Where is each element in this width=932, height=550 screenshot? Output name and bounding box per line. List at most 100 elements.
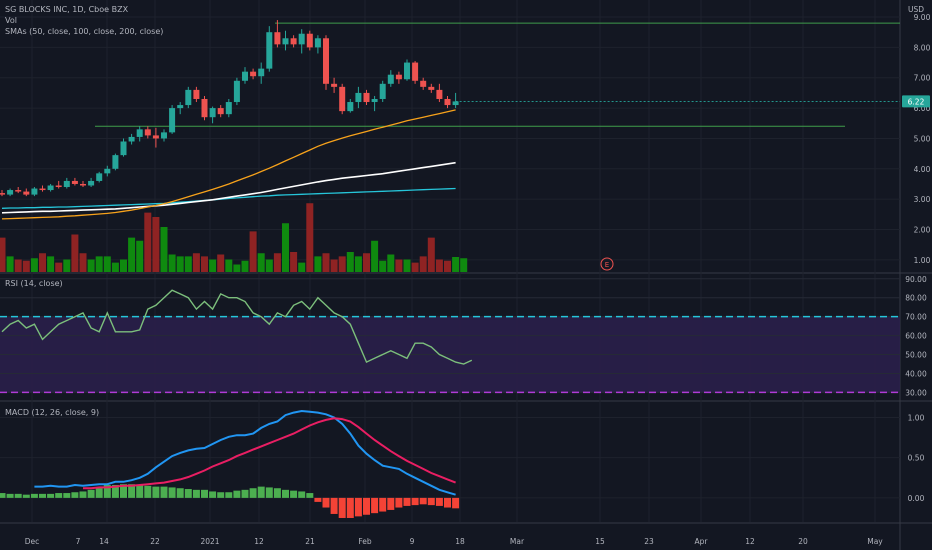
- macd-histogram-bar: [39, 493, 46, 498]
- time-tick-label: 9: [410, 537, 415, 546]
- candle-body: [15, 190, 22, 192]
- candle-body: [258, 68, 265, 77]
- candle-body: [242, 71, 248, 81]
- volume-bar: [14, 259, 22, 272]
- volume-bar: [282, 223, 289, 272]
- candle-body: [387, 74, 394, 84]
- volume-bar: [30, 258, 38, 272]
- candle-body: [266, 32, 273, 69]
- candle-body: [290, 38, 297, 45]
- volume-bar: [257, 253, 265, 272]
- macd-legend[interactable]: MACD (12, 26, close, 9): [5, 408, 100, 417]
- macd-histogram-bar: [330, 497, 338, 514]
- candle-body: [31, 188, 38, 195]
- volume-bar: [103, 256, 111, 272]
- volume-bar: [152, 217, 160, 272]
- macd-histogram-bar: [257, 486, 265, 498]
- time-tick-label: 21: [305, 537, 315, 546]
- candle-body: [298, 33, 305, 45]
- sma-legend[interactable]: SMAs (50, close, 100, close, 200, close): [5, 27, 164, 36]
- macd-histogram-bar: [363, 497, 370, 515]
- volume-bar: [0, 237, 6, 272]
- price-tick-label: 4.00: [914, 165, 931, 174]
- volume-bar: [176, 256, 184, 272]
- macd-histogram-bar: [233, 490, 241, 498]
- volume-bar: [371, 240, 379, 272]
- macd-histogram-bar: [427, 497, 435, 506]
- macd-tick-label: 0.50: [908, 454, 925, 463]
- candle-body: [47, 185, 54, 191]
- volume-bar: [346, 252, 354, 272]
- candle-body: [282, 38, 289, 45]
- candle-body: [96, 173, 103, 181]
- time-tick-label: Mar: [510, 537, 525, 546]
- volume-bar: [387, 254, 395, 272]
- time-tick-label: 14: [99, 537, 109, 546]
- macd-histogram-bar: [79, 491, 87, 498]
- macd-histogram-bar: [95, 488, 103, 498]
- volume-bar: [209, 259, 217, 272]
- macd-histogram-bar: [47, 493, 55, 498]
- macd-histogram-bar: [387, 497, 395, 510]
- price-tick-label: 7.00: [914, 74, 931, 83]
- macd-histogram-bar: [322, 497, 330, 508]
- rsi-tick-label: 70.00: [905, 313, 927, 322]
- volume-bar: [419, 256, 427, 272]
- volume-bar: [63, 259, 71, 272]
- candle-body: [420, 80, 427, 87]
- time-tick-label: 15: [595, 537, 605, 546]
- candle-body: [7, 190, 14, 195]
- candle-body: [63, 180, 70, 188]
- symbol-title[interactable]: SG BLOCKS INC, 1D, Cboe BZX: [5, 5, 129, 14]
- volume-bar: [298, 262, 306, 272]
- time-tick-label: 18: [455, 537, 465, 546]
- chart-legend: SG BLOCKS INC, 1D, Cboe BZX Vol SMAs (50…: [5, 4, 163, 37]
- macd-histogram-bar: [338, 497, 346, 518]
- volume-bar: [201, 256, 208, 272]
- candle-body: [428, 86, 435, 90]
- macd-histogram-bar: [176, 488, 184, 498]
- time-tick-label: Dec: [25, 537, 40, 546]
- candle-body: [161, 132, 167, 139]
- candle-body: [177, 105, 184, 109]
- time-tick-label: Feb: [358, 537, 372, 546]
- macd-histogram-bar: [403, 497, 411, 506]
- volume-bar: [306, 203, 314, 272]
- candle-body: [225, 102, 232, 115]
- time-tick-label: Apr: [695, 537, 709, 546]
- macd-tick-label: 1.00: [908, 413, 925, 422]
- last-price-label: 6.22: [908, 97, 925, 106]
- macd-histogram-bar: [192, 489, 200, 498]
- candle-body: [323, 38, 329, 84]
- candle-body: [136, 129, 143, 137]
- volume-bar: [128, 237, 136, 272]
- time-tick-label: 22: [150, 537, 160, 546]
- volume-legend[interactable]: Vol: [5, 16, 17, 25]
- volume-bar: [273, 253, 281, 272]
- macd-histogram-bar: [6, 493, 14, 498]
- volume-bar: [136, 240, 144, 272]
- macd-histogram-bar: [201, 489, 208, 498]
- candle-body: [274, 32, 281, 45]
- macd-histogram-bar: [249, 488, 257, 498]
- macd-histogram-bar: [314, 497, 322, 502]
- rsi-tick-label: 50.00: [905, 351, 927, 360]
- volume-bar: [379, 260, 387, 272]
- macd-histogram-bar: [184, 489, 192, 498]
- candle-body: [201, 98, 208, 118]
- volume-bar: [330, 259, 338, 272]
- last-price-tag: [902, 95, 930, 108]
- candle-body: [452, 101, 459, 106]
- rsi-legend[interactable]: RSI (14, close): [5, 279, 63, 288]
- volume-bar: [95, 256, 103, 272]
- time-tick-label: May: [867, 537, 883, 546]
- candle-body: [39, 188, 46, 191]
- candle-body: [331, 83, 338, 87]
- macd-histogram-bar: [225, 492, 233, 498]
- macd-line: [34, 409, 456, 496]
- time-tick-label: 23: [644, 537, 654, 546]
- candle-body: [395, 74, 402, 80]
- macd-histogram-bar: [444, 497, 451, 508]
- candle-body: [193, 89, 200, 99]
